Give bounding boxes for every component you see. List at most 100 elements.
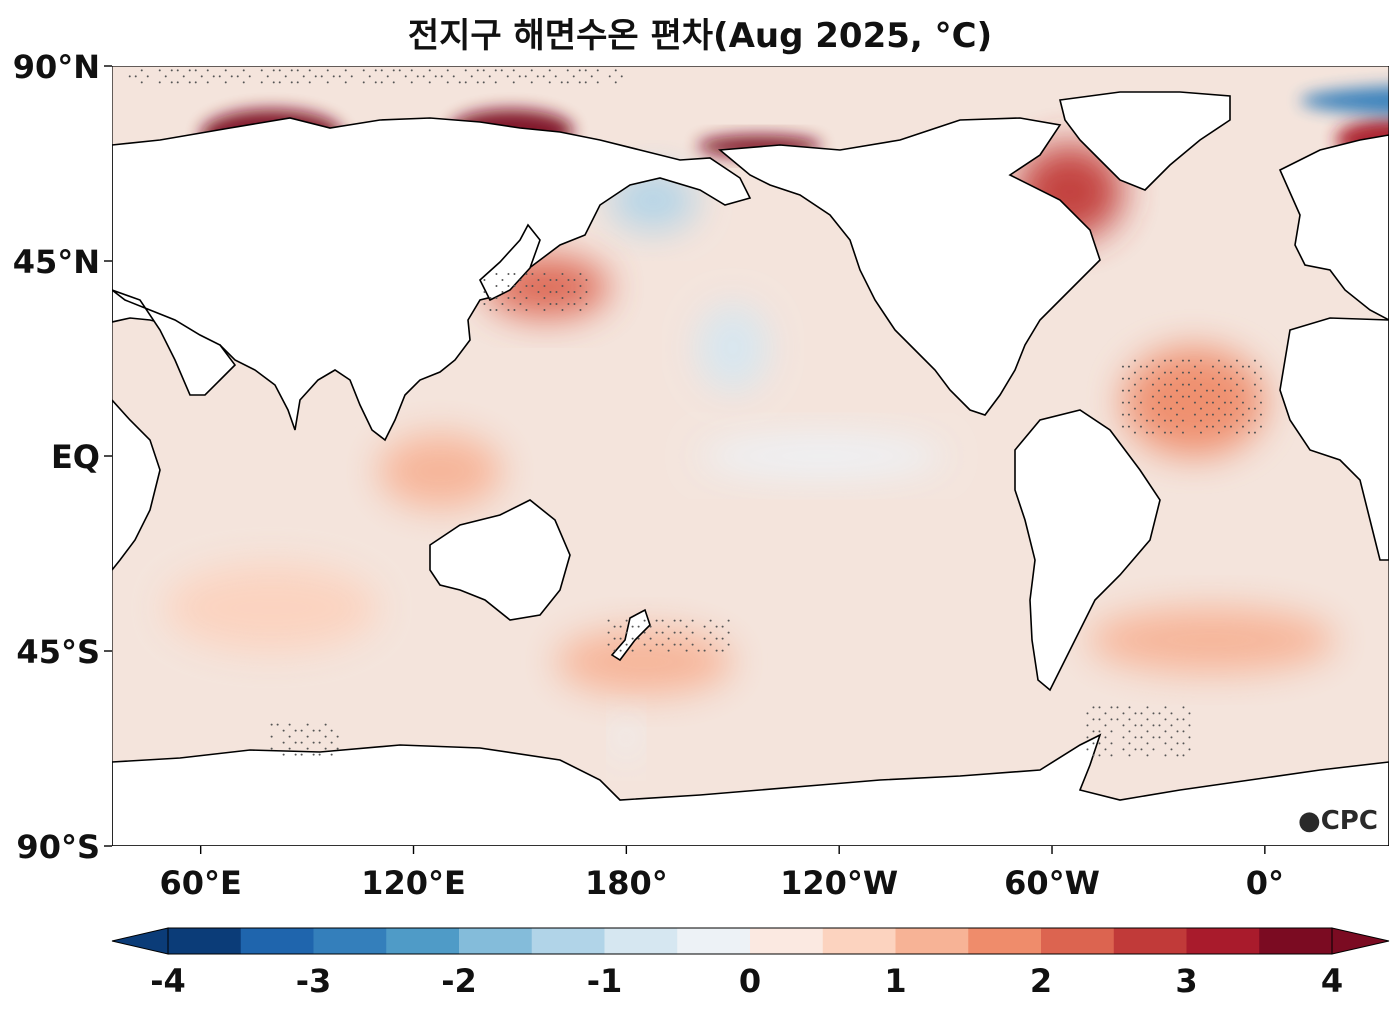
- stipple-dot: [324, 747, 327, 750]
- stipple-dot: [1175, 365, 1178, 368]
- stipple-dot: [242, 69, 245, 72]
- stipple-dot: [230, 75, 233, 78]
- stipple-dot: [1241, 377, 1244, 380]
- stipple-dot: [1211, 377, 1214, 380]
- stipple-dot: [1152, 748, 1155, 751]
- stipple-dot: [1259, 377, 1262, 380]
- stipple-dot: [452, 75, 455, 78]
- stipple-dot: [543, 297, 546, 299]
- stipple-dot: [1253, 371, 1256, 374]
- y-tick-label: 90°N: [13, 48, 100, 86]
- stipple-dot: [1223, 401, 1226, 404]
- stipple-dot: [1229, 389, 1232, 392]
- stipple-dot: [596, 69, 599, 72]
- stipple-dot: [1157, 389, 1160, 392]
- stipple-dot: [507, 297, 510, 299]
- stipple-dot: [1134, 724, 1137, 727]
- stipple-dot: [643, 631, 646, 634]
- stipple-dot: [543, 309, 546, 311]
- stipple-dot: [531, 285, 534, 287]
- stipple-dot: [1157, 401, 1160, 404]
- stipple-dot: [1199, 359, 1202, 362]
- stipple-dot: [614, 81, 617, 84]
- stipple-dot: [501, 279, 504, 281]
- stipple-dot: [272, 69, 275, 72]
- stipple-dot: [1199, 431, 1202, 434]
- anomaly-region: [1087, 607, 1336, 673]
- stipple-dot: [1086, 736, 1089, 739]
- stipple-dot: [1253, 383, 1256, 386]
- stipple-dot: [224, 69, 227, 72]
- colorbar-extend-low: [111, 927, 169, 955]
- stipple-dot: [1182, 718, 1185, 721]
- land-japan: [479, 223, 541, 302]
- stipple-dot: [392, 69, 395, 72]
- stipple-dot: [488, 75, 491, 78]
- stipple-dot: [290, 69, 293, 72]
- stipple-dot: [1193, 365, 1196, 368]
- stipple-dot: [1146, 742, 1149, 745]
- stipple-dot: [1259, 365, 1262, 368]
- stipple-dot: [1140, 736, 1143, 739]
- stipple-dot: [1211, 401, 1214, 404]
- stipple-dot: [585, 291, 588, 293]
- stipple-dot: [655, 619, 658, 622]
- cpc-logo: ●CPC: [1298, 806, 1378, 836]
- stipple-dot: [579, 297, 582, 299]
- logo-mark: ●: [1298, 806, 1321, 836]
- anomaly-region: [555, 629, 733, 695]
- stipple-dot: [1121, 425, 1124, 428]
- stipple-dot: [1181, 407, 1184, 410]
- stipple-dot: [525, 285, 528, 287]
- anomaly-region: [697, 304, 769, 391]
- colorbar-swatch: [604, 928, 678, 954]
- stipple-dot: [1253, 395, 1256, 398]
- anomaly-region: [616, 716, 637, 760]
- stipple-dot: [134, 75, 137, 78]
- stipple-dot: [324, 723, 327, 726]
- stipple-dot: [410, 69, 413, 72]
- land-eurasia: [112, 117, 752, 442]
- stipple-dot: [374, 69, 377, 72]
- stipple-dot: [1253, 407, 1256, 410]
- stipple-dot: [1092, 754, 1095, 757]
- stipple-dot: [607, 619, 610, 622]
- stipple-dot: [1259, 413, 1262, 416]
- stipple-dot: [288, 723, 291, 726]
- stipple-dot: [282, 753, 285, 756]
- colorbar-swatch: [531, 928, 605, 954]
- stipple-dot: [1092, 730, 1095, 733]
- stipple-dot: [482, 81, 485, 84]
- stipple-dot: [1199, 395, 1202, 398]
- stipple-dot: [1199, 407, 1202, 410]
- stipple-dot: [1211, 365, 1214, 368]
- stipple-dot: [1140, 712, 1143, 715]
- stipple-dot: [476, 69, 479, 72]
- stipple-dot: [458, 81, 461, 84]
- stipple-dot: [288, 735, 291, 738]
- stipple-dot: [1170, 724, 1173, 727]
- stipple-dot: [344, 81, 347, 84]
- stipple-dot: [1139, 365, 1142, 368]
- stipple-dot: [1139, 425, 1142, 428]
- stipple-dot: [512, 69, 515, 72]
- stipple-dot: [270, 735, 273, 738]
- stipple-dot: [270, 723, 273, 726]
- stipple-dot: [573, 303, 576, 305]
- stipple-dot: [1235, 383, 1238, 386]
- colorbar-swatch: [677, 928, 751, 954]
- stipple-dot: [613, 625, 616, 628]
- stipple-dot: [619, 625, 622, 628]
- stipple-dot: [1259, 389, 1262, 392]
- stipple-dot: [1188, 736, 1191, 739]
- stipple-dot: [1193, 413, 1196, 416]
- colorbar: -4 -3 -2 -1 0 1 2 3 4: [111, 927, 1390, 1000]
- stipple-dot: [446, 81, 449, 84]
- stipple-dot: [566, 69, 569, 72]
- stipple-dot: [1163, 395, 1166, 398]
- stipple-dot: [619, 649, 622, 652]
- stipple-dot: [1247, 431, 1250, 434]
- stipple-dot: [1187, 371, 1190, 374]
- stipple-dot: [194, 69, 197, 72]
- stipple-dot: [1187, 359, 1190, 362]
